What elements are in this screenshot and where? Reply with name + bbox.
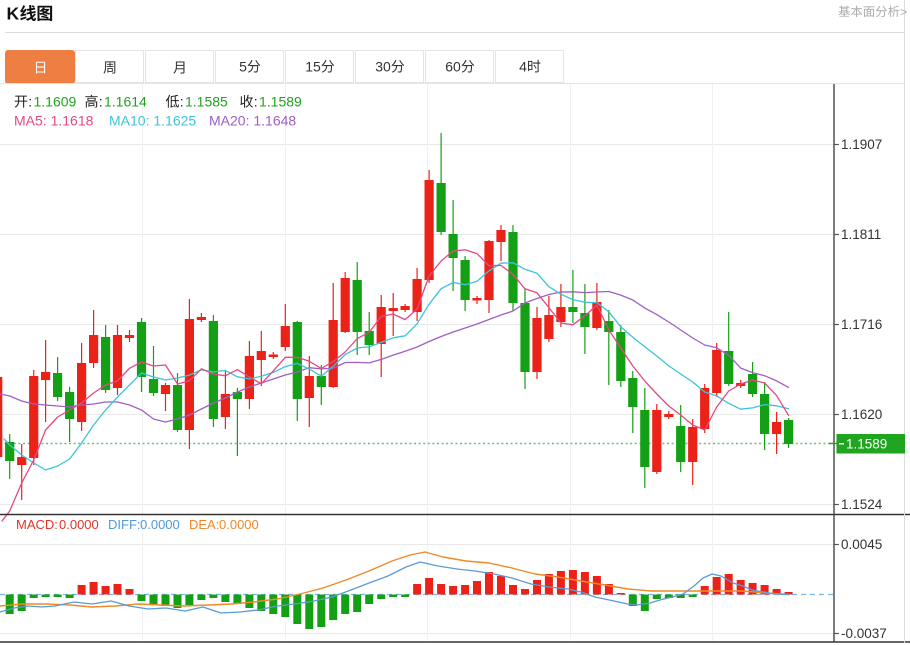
svg-text:30: 30 — [375, 59, 391, 75]
svg-text:15: 15 — [305, 59, 321, 75]
svg-text:1.1620: 1.1620 — [841, 407, 882, 422]
svg-text:MA5: 1.1618: MA5: 1.1618 — [14, 113, 94, 129]
svg-text:-0.0037: -0.0037 — [841, 626, 887, 641]
svg-text:MA20: 1.1648: MA20: 1.1648 — [209, 113, 296, 129]
svg-text::: : — [180, 94, 184, 110]
svg-text:DIFF:: DIFF: — [108, 517, 141, 532]
svg-text::: : — [99, 94, 103, 110]
svg-text:1.1589: 1.1589 — [259, 94, 302, 110]
svg-text::: : — [254, 94, 258, 110]
svg-text:MA10: 1.1625: MA10: 1.1625 — [109, 113, 196, 129]
svg-text:0.0000: 0.0000 — [59, 517, 99, 532]
svg-text:60: 60 — [445, 59, 461, 75]
svg-text:1.1614: 1.1614 — [104, 94, 147, 110]
svg-text:DEA:: DEA: — [189, 517, 219, 532]
svg-text:0.0045: 0.0045 — [841, 537, 882, 552]
svg-text:5: 5 — [239, 59, 247, 75]
svg-text:1.1585: 1.1585 — [185, 94, 228, 110]
svg-text:1.1716: 1.1716 — [841, 317, 882, 332]
svg-text:MACD:: MACD: — [16, 517, 58, 532]
svg-text:4: 4 — [519, 59, 527, 75]
svg-text:1.1811: 1.1811 — [841, 227, 881, 242]
svg-text:1.1907: 1.1907 — [841, 137, 882, 152]
svg-text:0.0000: 0.0000 — [140, 517, 180, 532]
svg-text:1.1609: 1.1609 — [34, 94, 77, 110]
svg-text:1.1524: 1.1524 — [841, 497, 883, 512]
svg-text:0.0000: 0.0000 — [219, 517, 259, 532]
svg-text::: : — [28, 94, 32, 110]
svg-text:1.1589: 1.1589 — [846, 437, 887, 452]
svg-text:K: K — [7, 4, 20, 24]
svg-text:>: > — [900, 5, 907, 19]
